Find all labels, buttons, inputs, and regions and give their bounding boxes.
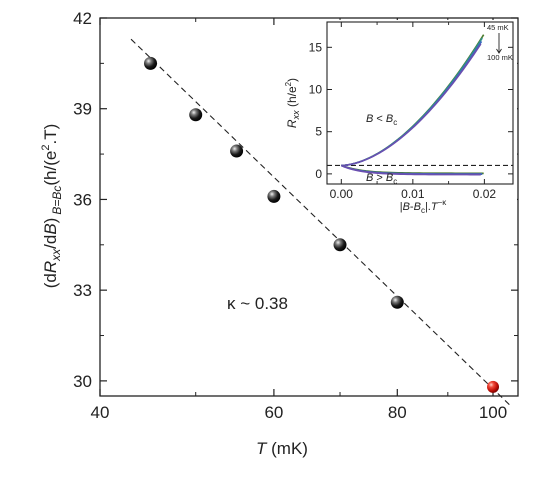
data-point (144, 56, 158, 70)
data-points (144, 56, 500, 393)
y-tick-label: 30 (73, 372, 92, 391)
inset-y-tick-label: 15 (309, 40, 323, 54)
inset-x-axis-label: |B-Bc|.T−κ (400, 198, 448, 215)
label-b-less-op: < (373, 113, 386, 125)
data-point (487, 380, 500, 393)
inset-xl-b1: B (403, 201, 410, 213)
temperature-arrow-head (496, 48, 502, 54)
data-point (189, 108, 203, 122)
inset-yl-sup: 2 (284, 81, 293, 86)
x-axis-label-unit: (mK) (266, 439, 308, 458)
label-b-greater-v2: B (386, 172, 393, 184)
fit-line (130, 38, 511, 406)
data-point (267, 189, 281, 203)
inset-yl-a: (h/e (285, 86, 299, 110)
label-100mk: 100 mK (487, 53, 513, 62)
x-tick-label: 80 (388, 403, 407, 422)
y-axis-label: (dRxx/dB) B=Bc(h/(e2.T) (40, 124, 64, 289)
inset-curve-below (340, 164, 481, 176)
inset-x-tick-label: 0.01 (401, 187, 425, 201)
y-label-xx: xx (49, 248, 63, 262)
y-tick-label: 42 (73, 9, 92, 28)
inset-frame (326, 21, 514, 185)
data-point (333, 238, 347, 252)
x-axis-label-var: T (256, 439, 268, 458)
y-label-b: B (41, 223, 60, 234)
inset-plot: 0.00 0.01 0.02 0 5 10 15 B < Bc B > Bc 45 mK 1… (284, 20, 517, 215)
y-label-open: (d (41, 273, 60, 288)
label-b-less-sub: c (393, 118, 397, 127)
inset-xl-a: | (400, 201, 403, 213)
main-plot-frame (99, 17, 519, 397)
label-b-less-v: B (366, 113, 373, 125)
inset-xl-c: - (410, 201, 414, 213)
inset-xl-d: |. (425, 201, 431, 213)
y-label-close: ) (41, 218, 60, 224)
label-b-greater-v: B (366, 172, 373, 184)
y-label-sup: 2 (40, 145, 52, 151)
inset-curves (340, 34, 485, 176)
inset-yl-sub: xx (291, 110, 301, 121)
data-point (230, 144, 244, 158)
y-tick-label: 36 (73, 190, 92, 209)
inset-xl-sub: c (421, 206, 425, 215)
kappa-annotation: κ ~ 0.38 (227, 294, 288, 313)
y-label-unit-b: .T) (41, 124, 60, 145)
inset-yl-r: R (285, 119, 299, 128)
x-tick-label: 60 (264, 403, 283, 422)
inset-background (317, 20, 517, 214)
inset-y-tick-label: 0 (315, 167, 322, 181)
inset-ticks: 0.00 0.01 0.02 0 5 10 15 (309, 22, 513, 201)
label-b-less-v2: B (386, 113, 393, 125)
inset-curve-above (341, 43, 482, 167)
data-point (390, 295, 404, 309)
inset-y-axis-label: Rxx (h/e2) (284, 78, 301, 128)
y-label-sub: B=Bc (50, 186, 64, 215)
y-tick-label: 39 (73, 100, 92, 119)
inset-yl-b: ) (285, 78, 299, 82)
label-b-greater-op: > (373, 172, 386, 184)
x-tick-label: 40 (91, 403, 110, 422)
inset-x-tick-label: 0.00 (330, 187, 354, 201)
label-45mk: 45 mK (487, 23, 509, 32)
inset-y-tick-label: 5 (315, 125, 322, 139)
inset-xl-b2: B (414, 201, 421, 213)
inset-xl-sup: −κ (438, 198, 448, 207)
y-label-mid: /d (41, 235, 60, 249)
label-b-less-bc: B < Bc (366, 113, 397, 127)
inset-y-tick-label: 10 (309, 83, 323, 97)
x-axis-label: T (mK) (256, 439, 308, 458)
inset-x-tick-label: 0.02 (473, 187, 497, 201)
label-b-greater-bc: B > Bc (366, 172, 397, 186)
label-b-greater-sub: c (393, 177, 397, 186)
inset-xl-t: T (431, 201, 439, 213)
y-tick-label: 33 (73, 281, 92, 300)
x-tick-label: 100 (479, 403, 507, 422)
y-label-r: R (41, 261, 60, 273)
y-label-unit-a: (h/(e (41, 151, 60, 186)
